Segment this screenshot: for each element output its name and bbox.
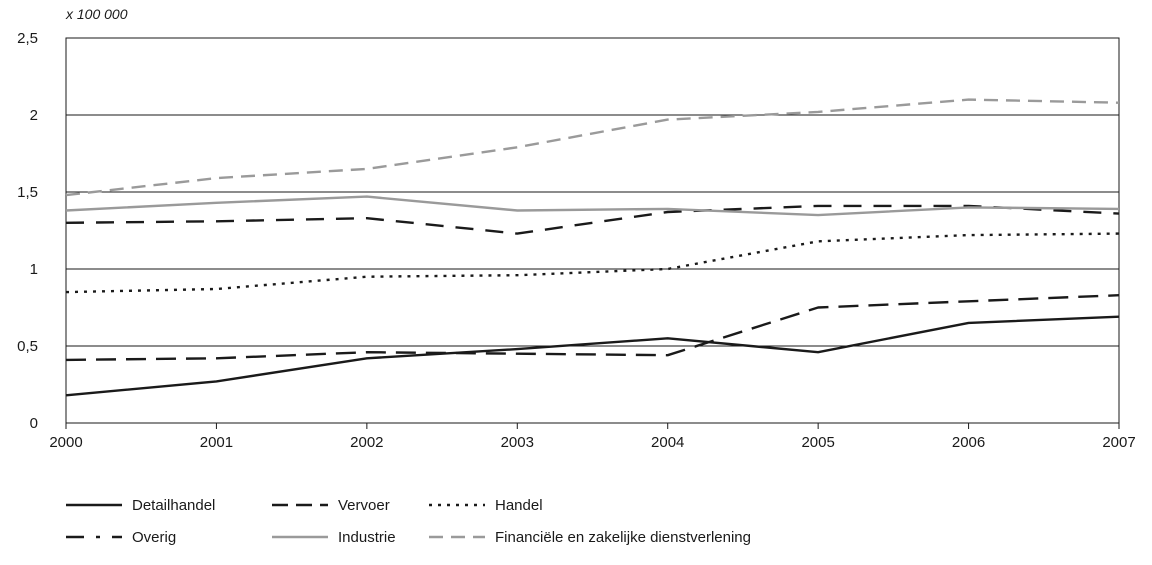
legend-label-detailhandel: Detailhandel: [132, 496, 216, 514]
axis-layer: 0 0,5 1 1,5 2 2,5 2000 2001 2002 2003 2004 2005 2006…: [17, 30, 1136, 451]
legend-label-overig: Overig: [132, 528, 177, 546]
line-chart: 0 0,5 1 1,5 2 2,5 2000 2001 2002 2003 2004 2005 2006…: [17, 30, 1136, 451]
legend-item-financiele-dienstverlening: Financiële en zakelijke dienstverlening: [429, 525, 751, 549]
series-line-overig: [65, 204, 1120, 235]
legend-swatch-handel: [429, 503, 485, 507]
series-line-handel: [65, 232, 1120, 294]
legend-swatch-vervoer: [272, 503, 328, 507]
x-tick-label: 2000: [49, 434, 82, 451]
y-tick-label: 0: [30, 415, 38, 432]
legend-swatch-detailhandel: [66, 503, 122, 507]
x-tick-label: 2003: [501, 434, 534, 451]
legend: Detailhandel Vervoer Handel Overig Indus…: [66, 493, 1066, 557]
y-unit-label: x 100 000: [66, 6, 128, 22]
x-tick-label: 2002: [350, 434, 383, 451]
y-tick-label: 1,5: [17, 184, 38, 201]
x-tick-label: 2007: [1102, 434, 1135, 451]
legend-swatch-industrie: [272, 535, 328, 539]
legend-item-industrie: Industrie: [272, 525, 396, 549]
plot-frame: [65, 37, 1120, 424]
x-tick-label: 2005: [801, 434, 834, 451]
x-tick-label: 2001: [200, 434, 233, 451]
legend-label-financiele-dienstverlening: Financiële en zakelijke dienstverlening: [495, 528, 751, 546]
y-tick-label: 0,5: [17, 338, 38, 355]
series-line-industrie: [65, 195, 1120, 217]
legend-label-handel: Handel: [495, 496, 543, 514]
series-line-financiele-en-zakelijke-dienstverlening: [65, 98, 1120, 197]
x-tick-label: 2006: [952, 434, 985, 451]
series-line-detailhandel: [65, 315, 1120, 397]
series-line-vervoer: [65, 294, 1120, 362]
legend-swatch-overig: [66, 535, 122, 539]
legend-label-industrie: Industrie: [338, 528, 396, 546]
series-layer: [65, 98, 1120, 397]
legend-swatch-financiele-dienstverlening: [429, 535, 485, 539]
y-tick-label: 1: [30, 261, 38, 278]
legend-row-2: Overig Industrie Financiële en zakelijke…: [66, 525, 1066, 557]
legend-item-vervoer: Vervoer: [272, 493, 390, 517]
x-tick-label: 2004: [651, 434, 684, 451]
legend-item-overig: Overig: [66, 525, 176, 549]
y-tick-label: 2: [30, 107, 38, 124]
grid-layer: [65, 37, 1120, 424]
y-tick-label: 2,5: [17, 30, 38, 47]
legend-item-handel: Handel: [429, 493, 543, 517]
legend-item-detailhandel: Detailhandel: [66, 493, 215, 517]
legend-label-vervoer: Vervoer: [338, 496, 390, 514]
legend-row-1: Detailhandel Vervoer Handel: [66, 493, 1066, 525]
